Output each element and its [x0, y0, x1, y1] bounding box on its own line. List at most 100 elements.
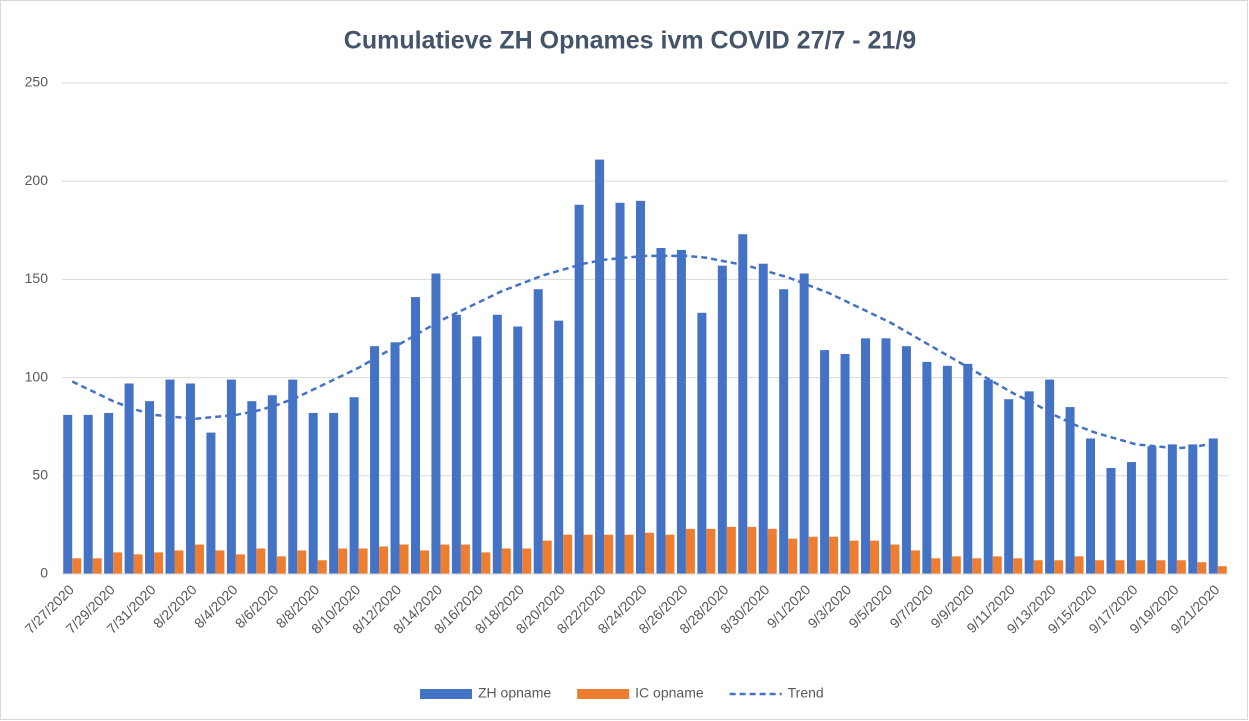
bar [460, 544, 470, 574]
bar [1033, 560, 1043, 574]
legend-label: ZH opname [478, 685, 551, 701]
y-tick-label: 200 [25, 172, 49, 188]
bar [1004, 399, 1014, 574]
bar [472, 336, 482, 574]
y-tick-label: 0 [40, 565, 48, 581]
bar [431, 273, 441, 574]
bar [1176, 560, 1186, 574]
legend-label: Trend [788, 685, 824, 701]
bar [820, 350, 830, 574]
bar [267, 395, 277, 574]
bar [717, 265, 727, 574]
bar [1167, 444, 1177, 574]
y-tick-label: 50 [32, 467, 48, 483]
bar [370, 346, 380, 574]
bar [399, 544, 409, 574]
bar [881, 338, 891, 574]
bar [83, 414, 93, 574]
y-tick-label: 150 [25, 270, 49, 286]
bar [604, 534, 614, 574]
bar [861, 338, 871, 574]
bar [1147, 446, 1157, 574]
bar [1024, 391, 1034, 574]
bar [390, 342, 400, 574]
bar [256, 548, 266, 574]
bar [124, 383, 134, 574]
bar [1135, 560, 1145, 574]
bar [656, 247, 666, 574]
bar [1086, 438, 1096, 574]
bar [1095, 560, 1105, 574]
bar [174, 550, 184, 574]
bar [215, 550, 225, 574]
bar [624, 534, 634, 574]
bar [697, 312, 707, 574]
bar [72, 558, 82, 574]
bar [951, 556, 961, 574]
bar [1045, 379, 1055, 574]
bar [338, 548, 348, 574]
bar [226, 379, 236, 574]
bar [1013, 558, 1023, 574]
bar [63, 414, 73, 574]
bar [983, 379, 993, 574]
bar [329, 412, 339, 574]
bar [440, 544, 450, 574]
bar [799, 273, 809, 574]
bar [297, 550, 307, 574]
bar [583, 534, 593, 574]
bar [349, 397, 359, 574]
bar [247, 401, 257, 574]
bar [747, 526, 757, 574]
bar [901, 346, 911, 574]
bar [492, 314, 502, 574]
legend-label: IC opname [635, 685, 704, 701]
bar [685, 528, 695, 574]
bar [849, 540, 859, 574]
bar [1197, 562, 1207, 574]
bar [154, 552, 164, 574]
bar [779, 289, 789, 574]
bar [1126, 462, 1136, 574]
bar [788, 538, 798, 574]
bar [665, 534, 675, 574]
bar [972, 558, 982, 574]
bar [758, 263, 768, 574]
chart-title: Cumulatieve ZH Opnames ivm COVID 27/7 - … [344, 27, 916, 55]
bar [706, 528, 716, 574]
bar [922, 361, 932, 574]
bar [645, 532, 655, 574]
bar [542, 540, 552, 574]
bar [145, 401, 155, 574]
bar [317, 560, 327, 574]
bar [1106, 467, 1116, 574]
y-tick-label: 250 [25, 74, 49, 90]
y-tick-label: 100 [25, 368, 49, 384]
bar [165, 379, 175, 574]
bar [513, 326, 523, 574]
bar [1074, 556, 1084, 574]
bar [676, 249, 686, 574]
bar [419, 550, 429, 574]
bar [1208, 438, 1218, 574]
bar [574, 204, 584, 574]
bar [451, 314, 461, 574]
trend-line [71, 254, 1219, 450]
bar [104, 412, 114, 574]
bar [840, 354, 850, 574]
bar [615, 202, 625, 574]
bar [113, 552, 123, 574]
bar [1217, 566, 1227, 574]
bar [276, 556, 286, 574]
bar [595, 159, 605, 574]
bar [308, 412, 318, 574]
bar [890, 544, 900, 574]
bar [1188, 444, 1198, 574]
bar [379, 546, 389, 574]
bar [358, 548, 368, 574]
bar [522, 548, 532, 574]
bar [767, 528, 777, 574]
bar [870, 540, 880, 574]
bar [829, 536, 839, 574]
